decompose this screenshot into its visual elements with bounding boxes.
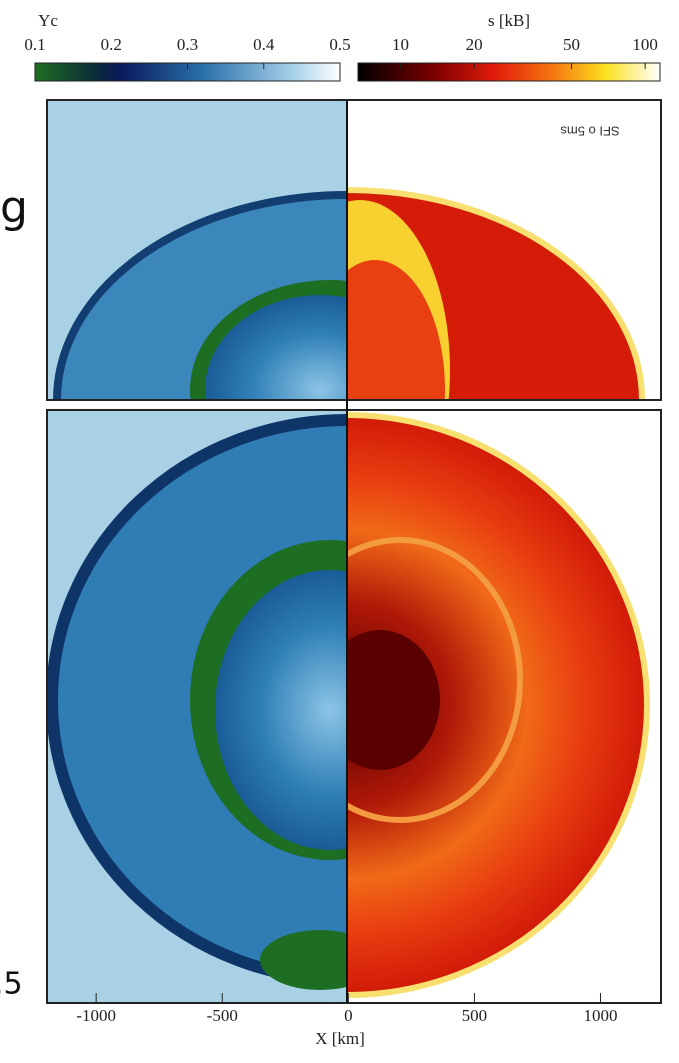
figure: Yc s [kB] Yc SFI o 5ms X [km] g .5 0.10.… — [0, 0, 679, 1063]
x-tick-label: 0 — [344, 1006, 353, 1025]
colorbar-tick-label: 0.5 — [329, 35, 350, 54]
colorbar-tick-label: 10 — [392, 35, 409, 54]
x-axis-label: X [km] — [315, 1029, 365, 1048]
text-fragment: g — [0, 182, 28, 233]
x-tick-label: 500 — [462, 1006, 488, 1025]
x-tick-label: 1000 — [583, 1006, 617, 1025]
panel-label: SFI o 5ms — [560, 124, 620, 139]
x-tick-label: -500 — [207, 1006, 238, 1025]
colorbar-label: s [kB] — [488, 11, 530, 30]
colorbar-tick-label: 0.4 — [253, 35, 275, 54]
colorbar-tick-label: 20 — [466, 35, 483, 54]
text-fragment: .5 — [0, 967, 23, 1002]
colorbar-label: Yc — [38, 11, 58, 30]
x-tick-label: -1000 — [76, 1006, 116, 1025]
colorbar-tick-label: 100 — [632, 35, 658, 54]
colorbar-tick-label: 50 — [563, 35, 580, 54]
colorbar-s — [358, 63, 660, 81]
colorbar-tick-label: 0.2 — [101, 35, 122, 54]
colorbar-tick-label: 0.1 — [24, 35, 45, 54]
colorbar-tick-label: 0.3 — [177, 35, 198, 54]
